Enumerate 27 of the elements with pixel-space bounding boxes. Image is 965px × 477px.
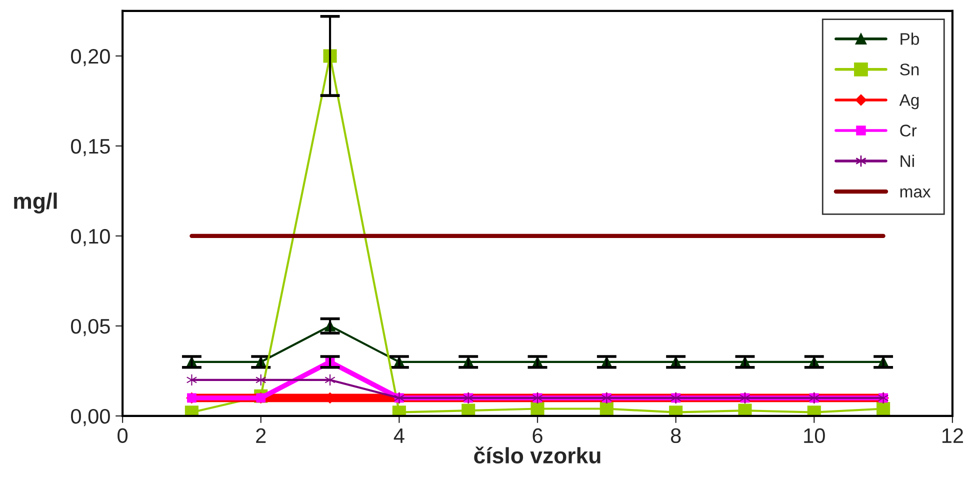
legend-label: Sn	[900, 64, 919, 76]
point	[462, 404, 476, 416]
x-tick-label: 2	[256, 428, 266, 443]
y-tick-label: 0,20	[71, 48, 110, 66]
y-tick-label: 0,15	[71, 138, 110, 156]
x-tick-label: 6	[532, 428, 542, 444]
legend-label: max	[900, 188, 931, 198]
y-tick-label: 0,05	[71, 318, 110, 336]
y-axis-title: mg/l	[14, 192, 57, 214]
point	[530, 402, 544, 416]
legend-label: Ag	[899, 94, 919, 110]
y-tick-label: 0,00	[71, 408, 110, 426]
point	[738, 404, 752, 416]
legend-label: Ni	[900, 154, 914, 167]
x-tick-label: 8	[670, 428, 681, 444]
x-tick-label: 12	[942, 428, 963, 443]
point	[186, 374, 198, 386]
legend-label: Pb	[900, 32, 919, 45]
x-tick-label: 10	[804, 428, 825, 444]
x-axis-title: číslo vzorku	[474, 446, 600, 464]
point	[876, 402, 890, 416]
x-tick-label: 4	[394, 428, 404, 443]
point	[600, 402, 614, 416]
legend-label: Cr	[900, 124, 917, 136]
y-tick-label: 0,10	[71, 228, 110, 246]
point	[324, 374, 336, 386]
x-tick-label: 0	[118, 428, 128, 444]
